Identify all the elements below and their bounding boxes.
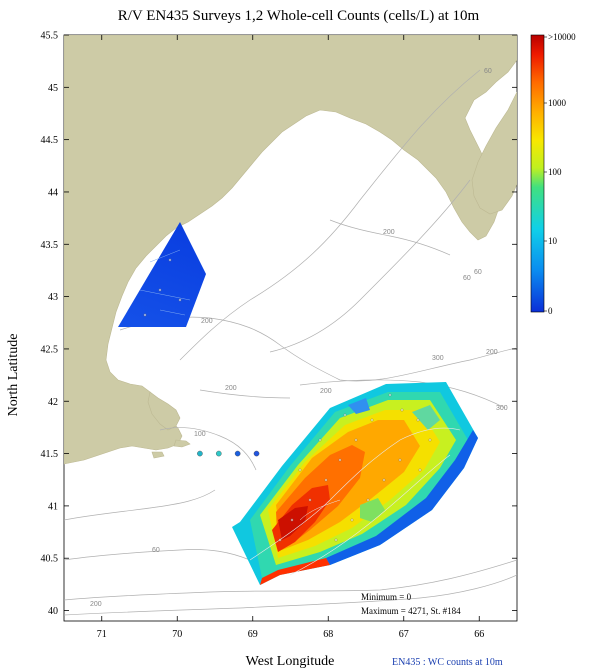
land-nova-scotia — [471, 91, 517, 215]
footer-note: EN435 : WC counts at 10m — [392, 657, 503, 668]
station-marker — [197, 450, 203, 457]
colorbar-label: 10 — [548, 236, 558, 246]
land-cape-cod — [147, 391, 181, 431]
y-tick-label: 43.5 — [41, 240, 59, 251]
depth-label: 200 — [486, 349, 498, 356]
land-marthas-vineyard — [151, 451, 165, 459]
y-tick-label: 43 — [48, 292, 58, 303]
depth-label: 60 — [484, 68, 492, 75]
colorbar-label: 0 — [548, 306, 553, 316]
station-marker — [234, 450, 241, 457]
x-tick-label: 70 — [172, 629, 182, 640]
x-axis-label: West Longitude — [245, 654, 335, 669]
x-tick-label: 67 — [399, 629, 409, 640]
survey-patch-gulf-of-maine — [118, 222, 206, 327]
y-tick-label: 42 — [48, 397, 58, 408]
bathymetry-contours — [64, 69, 517, 616]
colorbar: >10000 1000 100 10 0 — [530, 32, 576, 316]
colorbar-gradient — [530, 34, 545, 313]
bathymetry-labels: 60 200 200 200 300 300 200 100 60 200 60… — [90, 68, 508, 608]
depth-label: 200 — [90, 601, 102, 608]
depth-label: 200 — [201, 318, 213, 325]
map-title: R/V EN435 Surveys 1,2 Whole-cell Counts … — [117, 8, 480, 24]
y-tick-label: 44 — [48, 187, 58, 198]
y-tick-label: 44.5 — [41, 135, 59, 146]
y-tick-label: 42.5 — [41, 344, 59, 355]
y-tick-label: 45.5 — [41, 31, 59, 42]
depth-label: 60 — [152, 547, 160, 554]
survey-stations — [143, 258, 432, 542]
x-tick-label: 66 — [474, 629, 484, 640]
y-tick-label: 40.5 — [41, 554, 59, 565]
depth-label: 200 — [383, 229, 395, 236]
depth-label: 200 — [320, 388, 332, 395]
y-tick-label: 40 — [48, 606, 58, 617]
y-tick-label: 41 — [48, 501, 58, 512]
x-tick-label: 68 — [323, 629, 333, 640]
survey-patch-georges-bank — [232, 382, 478, 585]
outside-stations — [197, 450, 260, 457]
y-tick-label: 45 — [48, 83, 58, 94]
minimum-stat: Minimum = 0 — [361, 592, 412, 602]
maximum-stat: Maximum = 4271, St. #184 — [361, 606, 461, 616]
depth-label: 60 — [474, 269, 482, 276]
depth-label: 60 — [463, 275, 471, 282]
depth-label: 100 — [194, 431, 206, 438]
colorbar-label: 1000 — [548, 98, 567, 108]
depth-label: 300 — [432, 355, 444, 362]
depth-label: 200 — [225, 385, 237, 392]
station-marker — [215, 450, 222, 457]
colorbar-label: 100 — [548, 167, 562, 177]
land-nantucket — [173, 439, 191, 448]
depth-label: 300 — [496, 405, 508, 412]
colorbar-label: >10000 — [548, 32, 576, 42]
station-marker — [253, 450, 260, 457]
x-tick-label: 69 — [248, 629, 258, 640]
y-tick-label: 41.5 — [41, 449, 59, 460]
axis-tick-labels: 71 70 69 68 67 66 45.5 45 44.5 44 43.5 43 42.5 42 41.5… — [41, 31, 485, 641]
axis-ticks — [64, 34, 517, 621]
x-tick-label: 71 — [97, 629, 107, 640]
